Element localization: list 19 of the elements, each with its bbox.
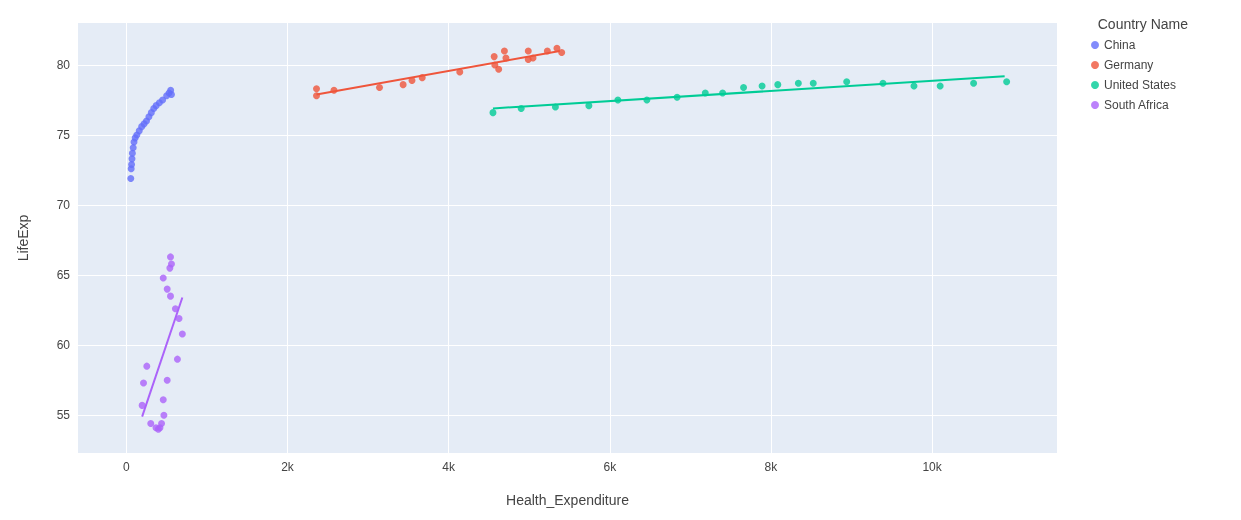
- x-tick-label: 8k: [764, 460, 779, 474]
- y-tick-label: 65: [56, 268, 71, 283]
- legend-title: Country Name: [1097, 16, 1189, 32]
- y-tick-label: 70: [56, 198, 71, 213]
- x-axis-title: Health_Expenditure: [506, 492, 630, 508]
- legend-label: China: [1104, 38, 1136, 52]
- y-tick-label: 55: [56, 408, 71, 423]
- y-tick-label: 80: [56, 58, 71, 73]
- x-tick-label: 4k: [442, 460, 456, 474]
- x-tick-label: 6k: [603, 460, 618, 474]
- y-axis-title: LifeExp: [15, 214, 31, 262]
- legend-label: United States: [1104, 78, 1177, 92]
- y-tick-label: 60: [56, 338, 71, 353]
- legend-label: South Africa: [1104, 98, 1170, 112]
- x-tick-label: 10k: [922, 460, 943, 474]
- x-tick-label: 2k: [281, 460, 295, 474]
- legend-label: Germany: [1104, 58, 1154, 72]
- y-tick-label: 75: [56, 128, 71, 143]
- x-tick-label: 0: [123, 460, 130, 474]
